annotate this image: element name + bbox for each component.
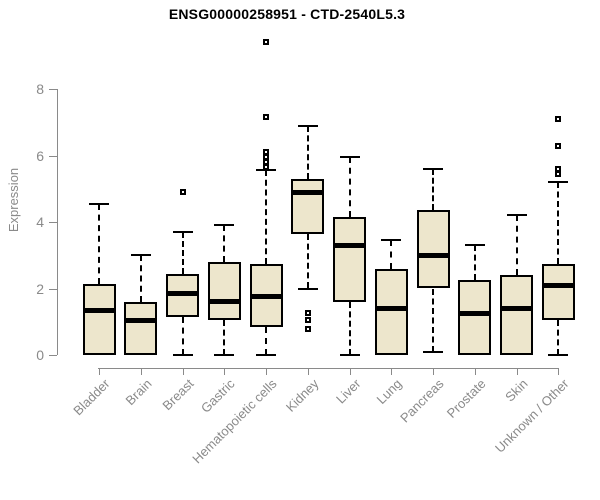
- x-axis-tick: [433, 368, 435, 375]
- x-axis-tick: [516, 368, 518, 375]
- y-tick-label: 0: [36, 347, 44, 363]
- upper-whisker: [181, 231, 184, 274]
- median-line: [416, 252, 450, 258]
- outlier-point: [263, 114, 270, 121]
- x-axis-tick: [140, 368, 142, 375]
- box-liver: [333, 217, 367, 302]
- box-unknown-other: [541, 263, 575, 321]
- upper-whisker: [432, 168, 435, 211]
- box-prostate: [458, 280, 492, 355]
- lower-whisker-cap: [214, 354, 235, 356]
- y-tick-label: 2: [36, 280, 44, 297]
- x-axis-tick: [182, 368, 184, 375]
- x-axis-tick: [266, 368, 268, 375]
- outlier-point: [179, 189, 186, 196]
- upper-whisker: [98, 203, 100, 284]
- upper-whisker-cap: [297, 124, 318, 127]
- outlier-point: [304, 317, 311, 324]
- lower-whisker-cap: [339, 354, 360, 356]
- box-bladder: [82, 283, 116, 355]
- box-gastric: [207, 261, 241, 321]
- lower-whisker: [432, 288, 435, 352]
- y-axis-tick: [49, 288, 57, 290]
- median-line: [291, 189, 325, 195]
- upper-whisker-cap: [381, 239, 402, 242]
- median-line: [458, 310, 492, 316]
- upper-whisker-cap: [130, 254, 151, 257]
- chart-title: ENSG00000258951 - CTD-2540L5.3: [168, 6, 406, 22]
- y-axis-tick: [49, 89, 57, 90]
- y-axis-tick: [49, 155, 57, 157]
- outlier-point: [304, 326, 311, 333]
- lower-whisker-cap: [548, 354, 569, 356]
- median-line: [82, 307, 116, 313]
- upper-whisker-cap: [423, 167, 444, 170]
- outlier-point: [555, 115, 562, 122]
- upper-whisker: [390, 240, 393, 269]
- box-pancreas: [416, 210, 450, 289]
- median-line: [249, 294, 283, 300]
- x-axis-tick: [391, 368, 393, 375]
- upper-whisker: [265, 170, 268, 264]
- median-line: [333, 242, 367, 248]
- box-kidney: [291, 178, 325, 234]
- y-tick-label: 8: [36, 81, 44, 97]
- upper-whisker: [515, 215, 518, 276]
- lower-whisker: [223, 320, 226, 355]
- box-brain: [124, 301, 158, 355]
- median-line: [541, 282, 575, 288]
- x-axis-tick: [349, 368, 351, 375]
- upper-whisker-cap: [172, 230, 193, 233]
- x-axis-tick: [99, 368, 100, 375]
- lower-whisker-cap: [256, 354, 277, 356]
- upper-whisker-cap: [464, 244, 485, 247]
- lower-whisker-cap: [172, 354, 193, 356]
- median-line: [500, 305, 534, 311]
- x-axis-line: [98, 368, 560, 369]
- upper-whisker: [306, 125, 309, 179]
- upper-whisker-cap: [506, 214, 527, 217]
- upper-whisker: [557, 182, 560, 264]
- lower-whisker: [181, 316, 184, 355]
- upper-whisker: [223, 225, 226, 262]
- lower-whisker-cap: [423, 350, 444, 353]
- lower-whisker: [557, 320, 560, 355]
- median-line: [124, 317, 158, 323]
- box-lung: [374, 268, 408, 355]
- y-axis-tick: [49, 222, 57, 223]
- upper-whisker-cap: [214, 224, 235, 227]
- upper-whisker-cap: [339, 156, 360, 159]
- x-axis-tick: [558, 368, 560, 375]
- y-axis-line: [57, 89, 58, 355]
- outlier-point: [304, 310, 311, 317]
- outlier-point: [555, 142, 562, 149]
- outlier-point: [263, 39, 270, 46]
- median-line: [166, 290, 200, 296]
- x-axis-tick: [224, 368, 226, 375]
- upper-whisker: [348, 157, 351, 217]
- lower-whisker: [306, 233, 309, 289]
- box-skin: [500, 275, 534, 355]
- y-tick-label: 4: [36, 214, 44, 230]
- upper-whisker-cap: [89, 202, 109, 205]
- median-line: [207, 299, 241, 305]
- x-axis-tick: [307, 368, 309, 375]
- lower-whisker: [265, 326, 268, 355]
- median-line: [374, 305, 408, 311]
- outlier-point: [263, 149, 270, 156]
- upper-whisker-cap: [256, 169, 277, 172]
- y-tick-label: 6: [36, 147, 44, 164]
- upper-whisker: [473, 245, 476, 281]
- lower-whisker-cap: [297, 287, 318, 290]
- upper-whisker-cap: [548, 181, 569, 184]
- upper-whisker: [139, 255, 142, 302]
- y-axis-tick: [49, 355, 57, 356]
- lower-whisker: [348, 301, 351, 355]
- outlier-point: [555, 165, 562, 172]
- x-axis-tick: [474, 368, 476, 375]
